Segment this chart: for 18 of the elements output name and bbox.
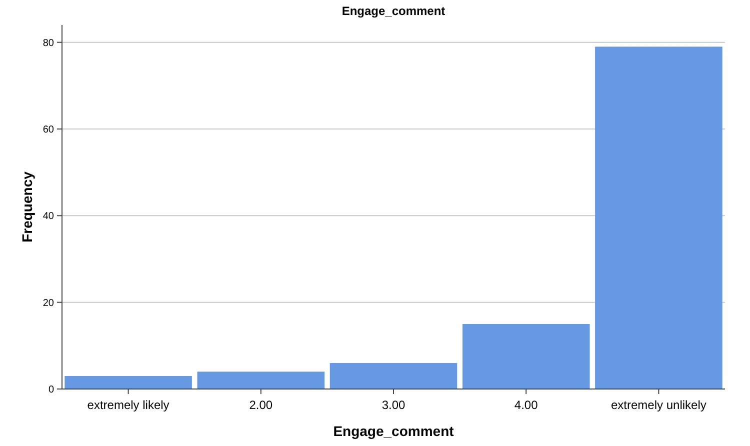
y-tick-label: 80 (42, 38, 54, 49)
bar (462, 324, 590, 389)
bar (64, 376, 192, 389)
y-tick-label: 20 (42, 298, 54, 309)
y-tick-label: 0 (48, 384, 54, 396)
y-axis-title: Frequency (19, 171, 35, 242)
y-tick-label: 40 (42, 211, 54, 222)
x-axis-title: Engage_comment (333, 423, 454, 439)
bar (595, 46, 722, 389)
x-tick-label: 4.00 (514, 398, 538, 412)
x-tick-label: extremely unlikely (611, 398, 706, 412)
y-tick-label: 60 (42, 124, 54, 136)
chart-title: Engage_comment (342, 4, 446, 18)
x-tick-label: extremely likely (87, 398, 170, 412)
bar (330, 363, 458, 389)
bar (197, 372, 325, 389)
x-tick-label: 3.00 (382, 398, 406, 412)
x-tick-label: 2.00 (249, 398, 273, 412)
